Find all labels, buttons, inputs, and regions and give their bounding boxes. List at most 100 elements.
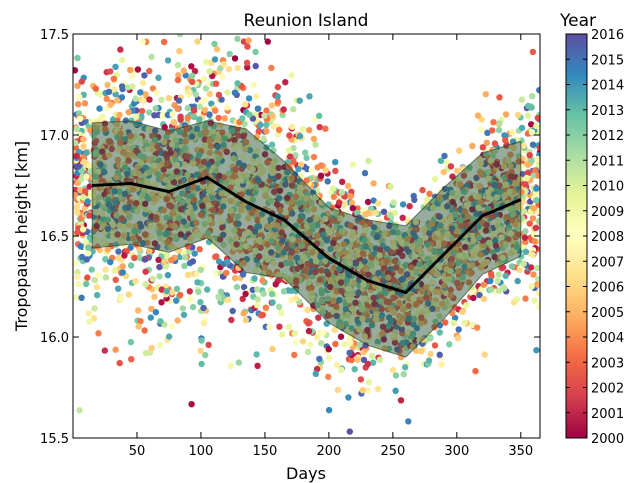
scatter-point xyxy=(536,281,540,289)
scatter-point xyxy=(386,211,394,219)
scatter-point xyxy=(387,183,394,190)
scatter-point xyxy=(202,96,209,104)
scatter-point xyxy=(463,302,470,309)
scatter-point xyxy=(180,311,188,319)
scatter-point xyxy=(197,299,204,306)
scatter-point xyxy=(218,96,225,103)
scatter-point xyxy=(531,238,538,245)
scatter-point xyxy=(75,101,82,108)
scatter-point xyxy=(83,149,90,156)
scatter-point xyxy=(531,167,539,175)
scatter-point xyxy=(78,78,86,85)
scatter-point xyxy=(392,372,400,379)
scatter-point xyxy=(270,123,277,130)
scatter-point xyxy=(348,199,356,207)
scatter-point xyxy=(85,244,92,251)
scatter-point xyxy=(522,295,529,302)
scatter-point xyxy=(239,115,246,122)
scatter-point xyxy=(158,96,165,104)
scatter-point xyxy=(361,169,369,177)
scatter-point xyxy=(146,109,153,116)
scatter-point xyxy=(399,201,407,208)
scatter-point xyxy=(168,323,175,330)
scatter-point xyxy=(234,64,241,72)
scatter-point xyxy=(531,231,538,238)
scatter-point xyxy=(158,286,165,293)
scatter-point xyxy=(165,333,173,340)
scatter-point xyxy=(299,125,307,133)
x-tick-label: 100 xyxy=(189,444,214,459)
scatter-point xyxy=(528,283,535,290)
scatter-point xyxy=(365,209,372,217)
scatter-point xyxy=(290,145,297,152)
scatter-point xyxy=(142,268,149,275)
scatter-point xyxy=(282,79,289,86)
scatter-point xyxy=(495,271,502,278)
scatter-point xyxy=(436,351,443,358)
scatter-point xyxy=(520,260,527,267)
scatter-point xyxy=(156,273,163,280)
scatter-point xyxy=(491,140,499,147)
scatter-point xyxy=(469,142,476,150)
scatter-point xyxy=(329,185,337,192)
mean-line-group xyxy=(92,175,522,295)
scatter-point xyxy=(536,218,540,225)
colorbar-tick-label: 2003 xyxy=(591,356,624,371)
scatter-point xyxy=(474,112,482,119)
scatter-point xyxy=(291,351,298,359)
y-axis-ticks: 15.5 16.0 16.5 17.0 17.5 xyxy=(40,28,540,447)
scatter-point xyxy=(200,320,208,327)
scatter-point xyxy=(365,157,372,164)
scatter-point xyxy=(206,111,213,118)
scatter-point xyxy=(251,275,258,282)
scatter-point xyxy=(73,152,80,160)
scatter-point xyxy=(244,43,251,50)
scatter-point xyxy=(127,66,134,74)
scatter-point xyxy=(82,187,89,195)
scatter-point xyxy=(129,83,136,90)
scatter-point xyxy=(304,348,312,356)
scatter-point xyxy=(533,185,540,192)
scatter-point xyxy=(149,85,157,92)
scatter-point xyxy=(530,205,538,212)
scatter-point xyxy=(317,162,325,169)
scatter-point xyxy=(213,269,220,277)
scatter-point xyxy=(455,326,462,333)
scatter-point xyxy=(307,341,314,348)
scatter-point xyxy=(365,378,373,386)
scatter-point xyxy=(347,339,354,347)
scatter-point xyxy=(288,287,295,294)
scatter-point xyxy=(533,347,540,354)
scatter-point xyxy=(156,34,160,35)
scatter-point xyxy=(375,200,382,207)
scatter-point xyxy=(212,107,219,114)
scatter-point xyxy=(240,310,247,317)
scatter-point xyxy=(215,293,222,301)
scatter-point xyxy=(215,114,222,122)
scatter-point xyxy=(142,91,149,98)
scatter-point xyxy=(180,67,187,74)
scatter-point xyxy=(132,95,139,102)
scatter-point xyxy=(336,199,343,206)
scatter-point xyxy=(514,111,522,119)
scatter-point xyxy=(534,155,540,163)
scatter-point xyxy=(175,97,183,104)
y-axis-label: Tropopause height [km] xyxy=(12,141,31,332)
scatter-point xyxy=(148,344,155,352)
x-tick-label: 200 xyxy=(316,444,341,459)
colorbar-title: Year xyxy=(559,11,596,31)
scatter-point xyxy=(454,334,462,342)
scatter-point xyxy=(529,215,537,222)
scatter-point xyxy=(82,238,90,246)
scatter-point xyxy=(520,208,528,215)
scatter-point xyxy=(76,407,83,414)
scatter-point xyxy=(94,291,101,299)
scatter-point xyxy=(139,79,147,87)
scatter-point xyxy=(155,74,162,82)
scatter-point xyxy=(502,137,509,144)
scatter-point xyxy=(481,351,488,358)
scatter-point xyxy=(529,93,536,100)
scatter-point xyxy=(86,212,93,219)
scatter-point xyxy=(117,296,124,303)
scatter-point xyxy=(332,340,339,348)
